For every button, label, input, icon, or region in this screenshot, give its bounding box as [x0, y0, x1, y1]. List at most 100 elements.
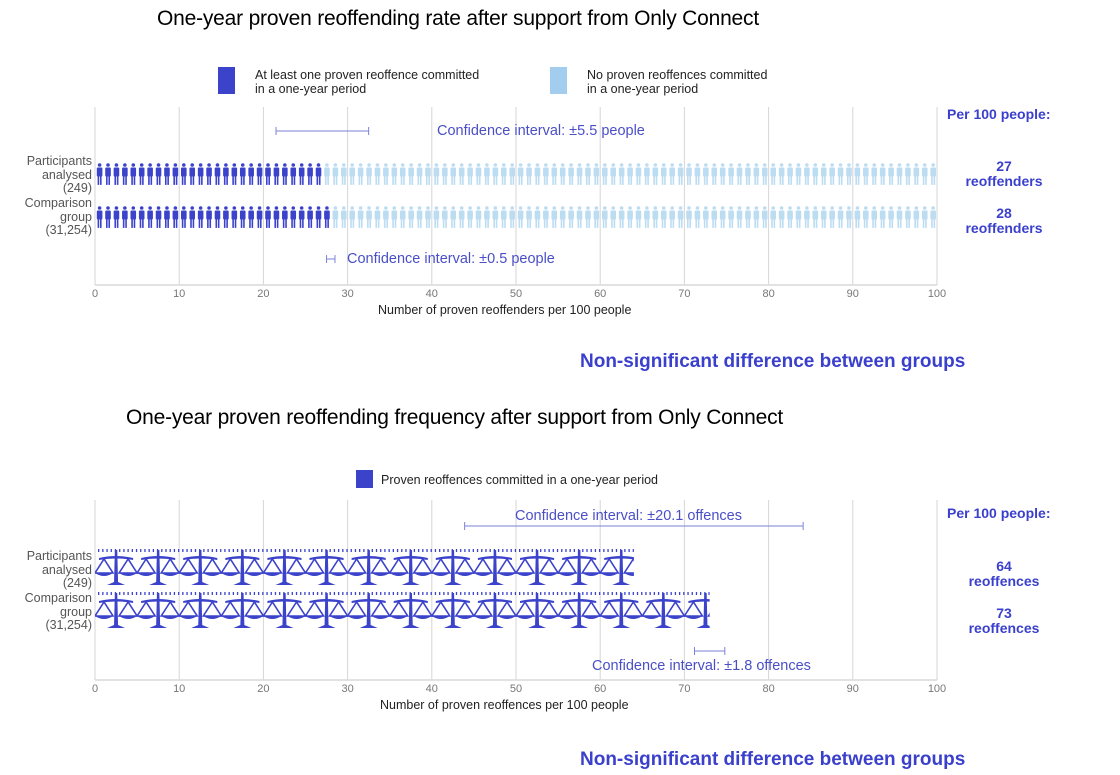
tick-mark: [329, 592, 331, 595]
person-leg: [142, 218, 144, 228]
person-icon: [694, 206, 701, 228]
person-body: [534, 167, 541, 177]
person-body: [96, 210, 103, 220]
person-body: [795, 210, 802, 220]
tick-mark: [337, 549, 340, 552]
person-head: [165, 163, 169, 167]
person-icon: [736, 163, 743, 185]
person-leg: [386, 175, 388, 185]
tick-mark: [460, 549, 462, 552]
person-body: [652, 210, 659, 220]
person-leg: [133, 218, 136, 228]
tick-mark: [569, 549, 571, 552]
person-leg: [720, 175, 723, 185]
person-head: [611, 163, 616, 167]
tick-mark: [127, 592, 129, 595]
person-leg: [512, 175, 515, 185]
tick-mark: [548, 549, 550, 552]
scales-pan: [708, 616, 710, 617]
tick-mark: [523, 592, 525, 595]
person-leg: [613, 218, 616, 228]
person-icon: [197, 206, 204, 228]
person-leg: [259, 218, 262, 228]
person-leg: [596, 218, 599, 228]
person-leg: [156, 218, 159, 228]
person-icon: [905, 206, 911, 228]
person-head: [443, 206, 447, 210]
person-leg: [563, 175, 565, 185]
person-body: [585, 210, 591, 220]
person-body: [930, 167, 936, 177]
scales-pan-string: [304, 557, 325, 574]
person-leg: [156, 175, 159, 185]
person-body: [711, 167, 718, 177]
person-icon: [719, 206, 726, 228]
person-leg: [790, 218, 793, 228]
scales-pillar: [149, 593, 168, 628]
person-body: [694, 167, 701, 177]
person-head: [426, 163, 430, 167]
person-icon: [147, 206, 153, 228]
value-number: 64: [996, 558, 1012, 574]
person-head: [266, 206, 270, 210]
person-icon: [787, 163, 793, 185]
tick-mark: [287, 592, 289, 595]
x-tick-label: 60: [594, 683, 606, 695]
person-leg: [181, 175, 184, 185]
tick-mark: [304, 592, 306, 595]
person-body: [383, 210, 389, 220]
person-leg: [484, 218, 487, 228]
scales-icon: [430, 592, 476, 628]
person-head: [375, 206, 380, 210]
person-icon: [273, 163, 280, 185]
person-leg: [310, 218, 313, 228]
person-head: [619, 206, 624, 210]
person-icon: [96, 206, 103, 228]
ci-participants: [464, 522, 804, 530]
person-leg: [470, 218, 473, 228]
tick-mark: [443, 549, 445, 552]
scales-pan: [161, 616, 180, 619]
scales-pillar: [654, 593, 673, 628]
legend-label-line: in a one-year period: [587, 82, 699, 96]
person-icon: [517, 206, 524, 228]
person-leg: [257, 175, 260, 185]
tick-mark: [182, 592, 184, 595]
tick-mark: [666, 592, 668, 595]
person-icon: [543, 163, 549, 185]
person-leg: [419, 218, 422, 228]
person-icon: [618, 206, 625, 228]
person-leg: [779, 218, 782, 228]
person-leg: [838, 175, 841, 185]
person-head: [653, 163, 658, 167]
tick-mark: [502, 549, 504, 552]
person-leg: [866, 218, 868, 228]
tick-mark: [628, 549, 630, 552]
person-leg: [198, 175, 201, 185]
scales-pan-string: [135, 557, 157, 574]
tick-mark: [266, 549, 268, 552]
person-leg: [554, 218, 557, 228]
person-icon: [307, 163, 313, 185]
person-leg: [318, 175, 321, 185]
chart1-significance-note: Non-significant difference between group…: [580, 351, 966, 372]
person-leg: [899, 175, 902, 185]
person-leg: [655, 175, 658, 185]
person-leg: [687, 218, 689, 228]
tick-mark: [603, 549, 605, 552]
person-head: [350, 163, 355, 167]
person-icon: [189, 206, 196, 228]
person-icon: [517, 163, 524, 185]
person-leg: [324, 218, 327, 228]
person-leg: [771, 175, 773, 185]
chart2-row-label-comparison: Comparison group (31,254): [0, 591, 92, 633]
person-leg: [367, 218, 369, 228]
person-leg: [756, 218, 759, 228]
tick-mark: [321, 592, 323, 595]
scales-icon: [177, 592, 223, 628]
person-leg: [462, 218, 464, 228]
person-leg: [577, 175, 580, 185]
tick-mark: [565, 592, 567, 595]
person-leg: [874, 218, 877, 228]
person-leg: [223, 175, 226, 185]
